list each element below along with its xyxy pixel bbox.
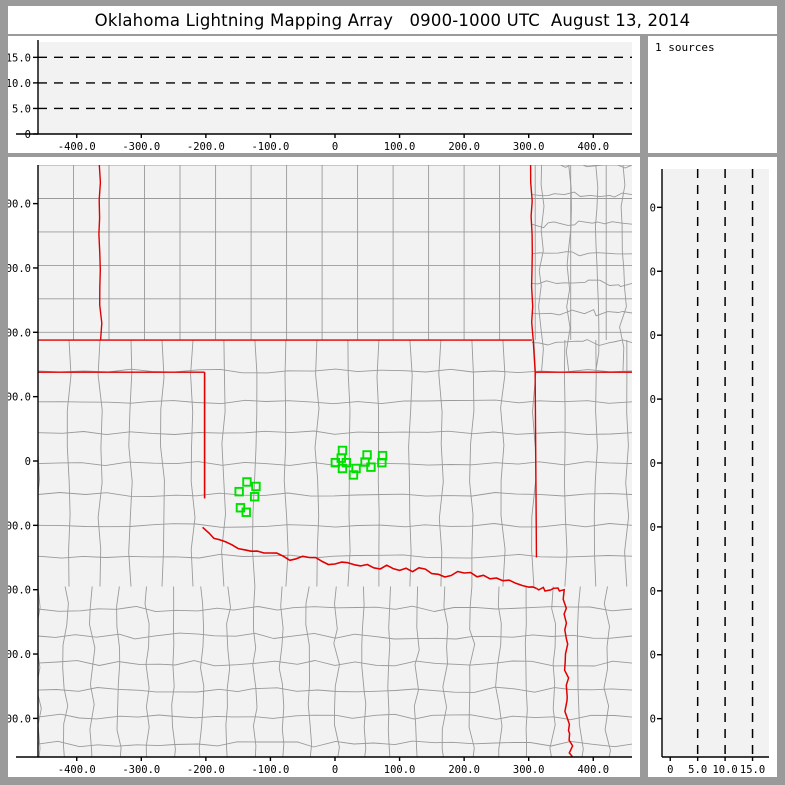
lightning-source-marker [330,457,341,468]
lightning-source-marker [377,457,387,468]
svg-text:-200.0: -200.0 [187,141,225,153]
source-count-label: 1 sources [655,41,715,54]
plan-view-map-plot[interactable]: -400.0 -300.0 -200.0 -100.0 0 100.0 200.0 300.0… [8,157,640,777]
plan-view-map-panel[interactable]: -400.0 -300.0 -200.0 -100.0 0 100.0 200.0 300.0… [8,157,640,777]
svg-text:0: 0 [667,764,673,776]
svg-text:10.0: 10.0 [712,764,737,776]
svg-text:15.0: 15.0 [740,764,765,776]
svg-text:400.0: 400.0 [577,764,609,776]
svg-text:10.0: 10.0 [8,78,31,90]
svg-text:300.0: 300.0 [513,764,545,776]
svg-text:-100.0: -100.0 [8,520,31,532]
svg-text:-400.0: -400.0 [58,141,96,153]
title-bar: Oklahoma Lightning Mapping Array 0900-10… [8,6,777,34]
svg-text:300.0: 300.0 [8,263,31,275]
svg-text:200.0: 200.0 [448,141,480,153]
svg-text:-400.0: -400.0 [648,714,656,726]
svg-text:0: 0 [25,129,31,141]
lightning-source-marker [241,507,251,517]
svg-text:-200.0: -200.0 [187,764,225,776]
altitude-vs-north-south-plot[interactable]: -400.0 -300.0 -200.0 -100.0 0 100.0 200.0 300.0… [618,157,777,777]
svg-text:15.0: 15.0 [8,52,31,64]
svg-text:300.0: 300.0 [513,141,545,153]
svg-text:400.0: 400.0 [577,141,609,153]
svg-text:100.0: 100.0 [648,394,656,406]
svg-text:-200.0: -200.0 [8,585,31,597]
svg-text:0: 0 [332,764,338,776]
lightning-source-marker [351,463,361,474]
altitude-vs-north-south-panel[interactable]: -400.0 -300.0 -200.0 -100.0 0 100.0 200.0 300.0… [618,157,777,777]
svg-text:5.0: 5.0 [688,764,707,776]
svg-text:-100.0: -100.0 [251,141,289,153]
svg-text:-100.0: -100.0 [648,522,656,534]
svg-text:-300.0: -300.0 [122,764,160,776]
svg-text:0: 0 [332,141,338,153]
svg-text:100.0: 100.0 [384,764,416,776]
svg-text:-200.0: -200.0 [648,586,656,598]
lightning-source-marker [337,463,348,474]
svg-text:0: 0 [25,456,31,468]
page-title: Oklahoma Lightning Mapping Array 0900-10… [94,10,691,30]
svg-text:100.0: 100.0 [8,392,31,404]
altitude-vs-east-west-panel[interactable]: 0 5.0 10.0 15.0 -400.0 -300.0 -200.0 -100.0 0 100… [6,36,640,153]
lightning-source-marker [249,492,260,502]
source-count-panel: 1 sources [648,36,777,153]
svg-text:400.0: 400.0 [8,199,31,211]
lightning-source-marker [234,486,244,497]
svg-text:-300.0: -300.0 [122,141,160,153]
svg-text:0: 0 [650,458,656,470]
lightning-source-marker [360,457,370,467]
lightning-source-marker [366,462,376,472]
altitude-vs-east-west-plot[interactable]: 0 5.0 10.0 15.0 -400.0 -300.0 -200.0 -100.0 0 100… [6,36,640,153]
svg-text:200.0: 200.0 [648,330,656,342]
lightning-source-marker [251,481,261,492]
svg-text:300.0: 300.0 [648,266,656,278]
svg-text:-100.0: -100.0 [251,764,289,776]
svg-text:-400.0: -400.0 [58,764,96,776]
svg-text:100.0: 100.0 [384,141,416,153]
svg-text:-300.0: -300.0 [648,650,656,662]
svg-text:200.0: 200.0 [8,327,31,339]
svg-text:-300.0: -300.0 [8,649,31,661]
svg-text:400.0: 400.0 [648,202,656,214]
lightning-source-marker [242,477,252,487]
lightning-source-marker [348,470,359,480]
svg-text:5.0: 5.0 [12,103,31,115]
svg-text:-400.0: -400.0 [8,713,31,725]
svg-text:200.0: 200.0 [448,764,480,776]
